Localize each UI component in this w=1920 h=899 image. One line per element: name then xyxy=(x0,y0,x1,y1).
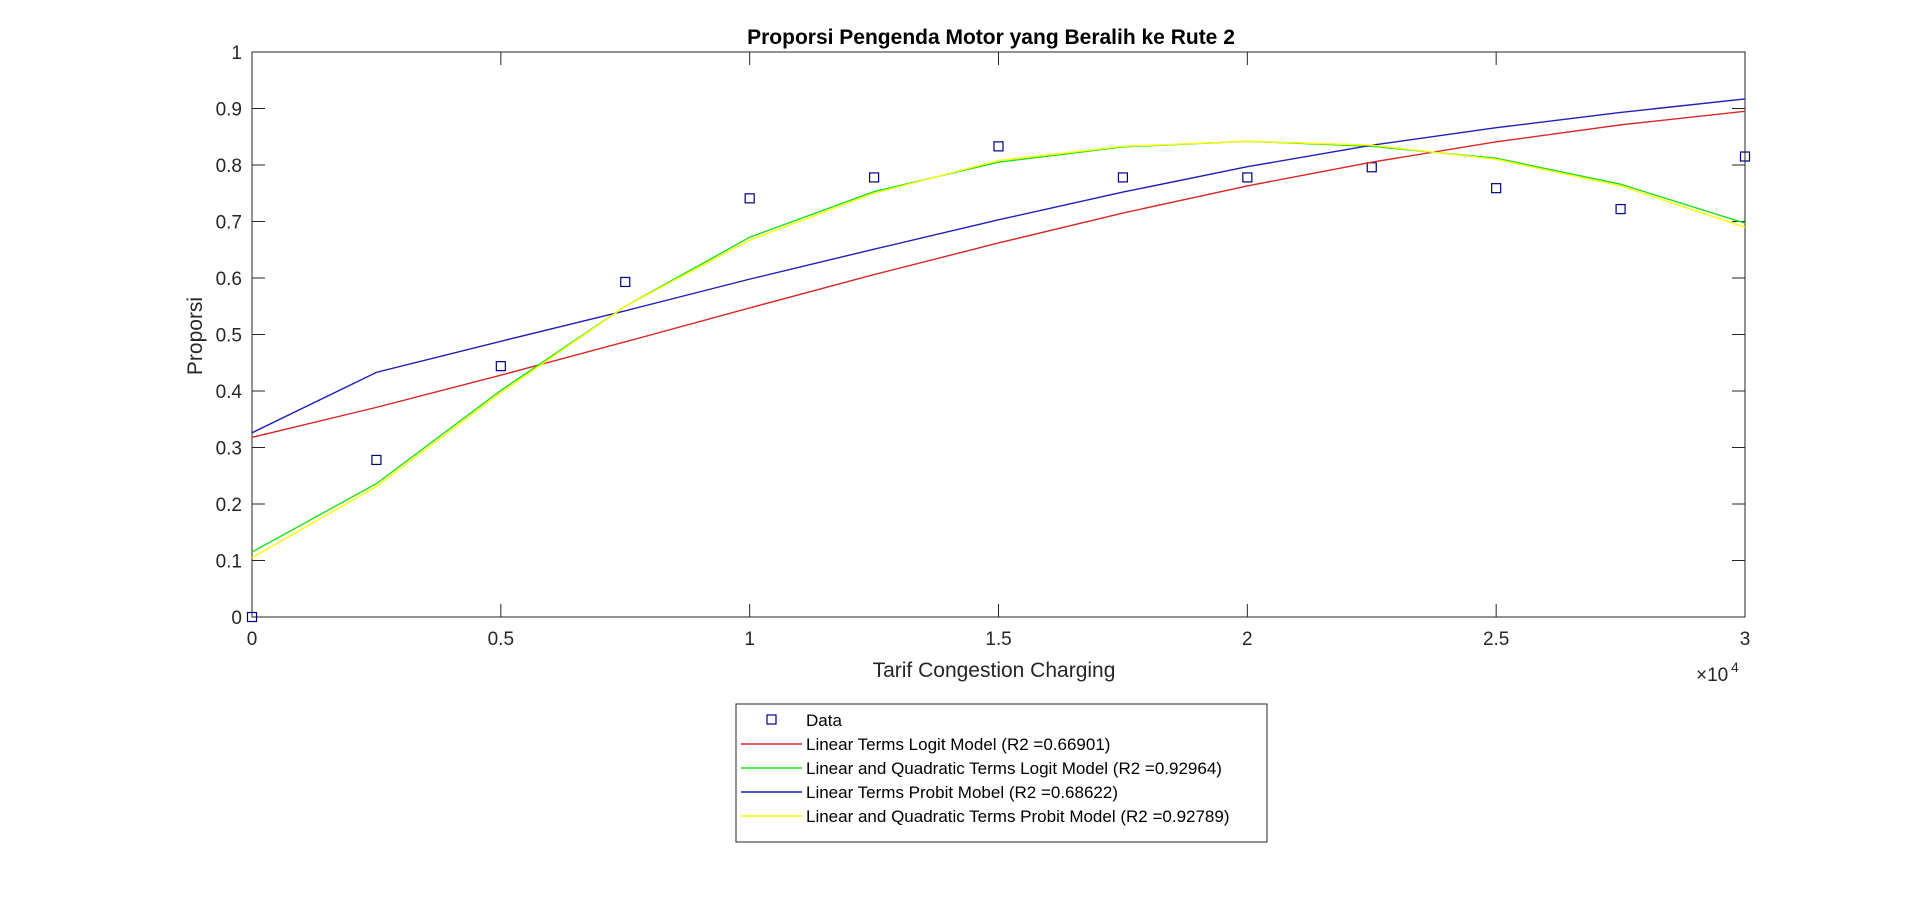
x-tick-label: 1 xyxy=(744,629,755,650)
y-tick-label: 0 xyxy=(231,608,242,629)
data-point xyxy=(1491,183,1502,194)
data-point xyxy=(620,276,631,288)
series-line xyxy=(251,140,1746,553)
y-tick-label: 0.2 xyxy=(216,495,242,516)
data-point xyxy=(993,141,1004,152)
data-point xyxy=(1615,203,1626,215)
legend-item: Linear and Quadratic Terms Probit Model … xyxy=(741,807,1230,826)
data-point xyxy=(495,361,506,372)
series-0 xyxy=(246,141,1751,623)
plot-area: 0 0.1 0.2 0.3 0.4 0.5 0.6 0.7 0.8 0.9 1 0 0.5 1 1.5 2 2.… xyxy=(216,43,1751,650)
legend-item: Linear Terms Probit Mobel (R2 =0.68622) xyxy=(741,783,1118,802)
x-axis-exponent-power: 4 xyxy=(1731,659,1739,675)
series-2 xyxy=(251,140,1746,553)
legend-item: Linear and Quadratic Terms Logit Model (… xyxy=(741,759,1222,778)
series-line xyxy=(251,140,1746,559)
data-point xyxy=(1242,172,1253,183)
legend-label: Linear Terms Probit Mobel (R2 =0.68622) xyxy=(806,783,1118,802)
data-point xyxy=(868,172,880,183)
y-tick-label: 0.4 xyxy=(216,382,243,403)
series-line xyxy=(251,110,1746,439)
data-point xyxy=(1739,151,1751,162)
x-tick-label: 2.5 xyxy=(1483,629,1509,650)
legend-box xyxy=(735,703,1268,843)
y-axis-label: Proporsi xyxy=(184,297,207,375)
y-tick-label: 0.8 xyxy=(216,156,242,177)
series-line xyxy=(251,98,1746,434)
y-tick-label: 0.7 xyxy=(216,213,242,234)
data-point xyxy=(246,611,258,623)
x-tick-label: 0.5 xyxy=(488,629,514,650)
series-4 xyxy=(251,140,1746,559)
x-tick-label: 3 xyxy=(1740,629,1751,650)
legend: Data Linear Terms Logit Model (R2 =0.6690… xyxy=(735,703,1268,843)
legend-label: Linear and Quadratic Terms Logit Model (… xyxy=(806,759,1222,778)
y-tick-label: 0.9 xyxy=(216,100,242,121)
x-tick-label: 2 xyxy=(1242,629,1253,650)
y-tick-label: 0.3 xyxy=(216,439,242,460)
x-axis-exponent: ×10 4 xyxy=(1696,659,1739,686)
legend-label: Data xyxy=(806,711,842,730)
legend-item: Linear Terms Logit Model (R2 =0.66901) xyxy=(741,735,1110,754)
series-3 xyxy=(251,98,1746,434)
legend-label: Linear Terms Logit Model (R2 =0.66901) xyxy=(806,735,1110,754)
axes-box xyxy=(251,51,1746,618)
x-axis-label: Tarif Congestion Charging xyxy=(873,659,1116,682)
chart-title: Proporsi Pengenda Motor yang Beralih ke … xyxy=(747,26,1235,49)
legend-marker-swatch xyxy=(766,714,777,725)
legend-item: Data xyxy=(766,711,842,730)
x-tick-label: 1.5 xyxy=(985,629,1011,650)
y-tick-label: 1 xyxy=(231,43,242,64)
data-point xyxy=(371,454,382,466)
data-point xyxy=(1117,172,1129,183)
data-point xyxy=(744,193,755,204)
y-tick-label: 0.6 xyxy=(216,269,242,290)
y-tick-label: 0.5 xyxy=(216,326,242,347)
y-tick-label: 0.1 xyxy=(216,552,242,573)
legend-label: Linear and Quadratic Terms Probit Model … xyxy=(806,807,1230,826)
x-tick-label: 0 xyxy=(247,629,258,650)
x-axis-exponent-base: ×10 xyxy=(1696,665,1728,686)
series-1 xyxy=(251,110,1746,439)
